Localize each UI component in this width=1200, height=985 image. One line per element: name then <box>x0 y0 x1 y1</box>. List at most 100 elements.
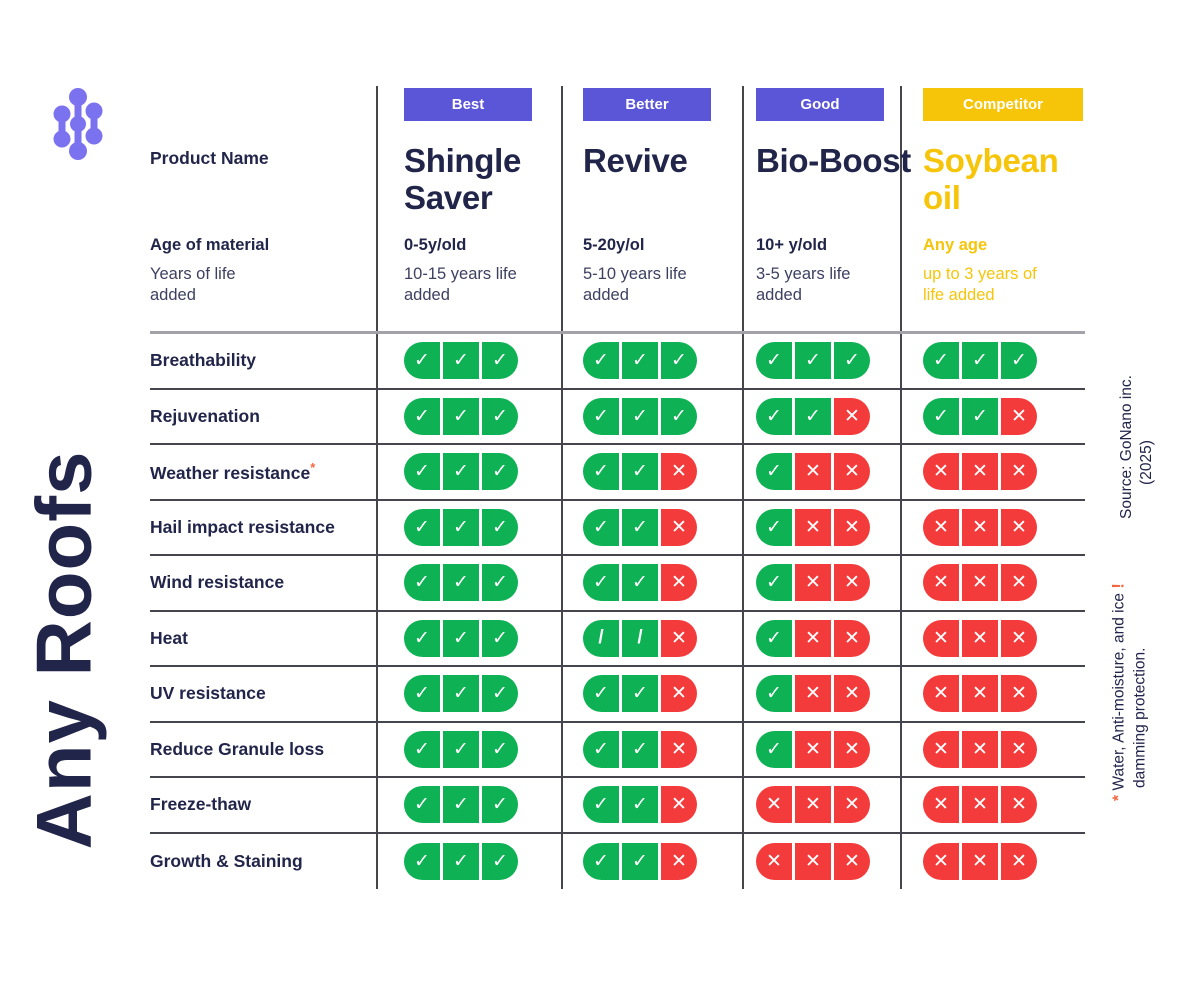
product-age: Any age <box>923 236 988 254</box>
table-cell: ✓ ✓ ✓ <box>376 453 561 491</box>
check-mark-icon: ✓ <box>923 342 959 380</box>
molecule-logo-icon <box>52 87 106 172</box>
column-divider <box>742 86 744 889</box>
row-label: Breathability <box>150 350 256 371</box>
check-mark-icon: ✓ <box>482 453 518 491</box>
x-mark-icon: ✕ <box>661 786 697 824</box>
table-cell: ✓ ✓ ✓ <box>376 508 561 546</box>
x-mark-icon: ✕ <box>923 564 959 602</box>
check-mark-icon: ✓ <box>443 730 479 768</box>
product-name: Revive <box>583 142 688 179</box>
x-mark-icon: ✕ <box>795 564 831 602</box>
rating-pills: ✕ ✕ ✕ <box>923 619 1085 657</box>
row-label: Hail impact resistance <box>150 516 335 537</box>
source-note: Source: GoNano inc. (2025) <box>1117 375 1157 519</box>
x-mark-icon: ✕ <box>923 453 959 491</box>
check-mark-icon: ✓ <box>622 397 658 435</box>
table-row: Rejuvenation ✓ ✓ ✓ ✓ ✓ ✓ ✓ ✓ ✕ ✓ ✓ ✕ <box>150 390 1085 445</box>
check-mark-icon: ✓ <box>756 342 792 380</box>
table-row: Heat ✓ ✓ ✓ / / ✕ ✓ ✕ ✕ ✕ ✕ ✕ <box>150 612 1085 667</box>
x-mark-icon: ✕ <box>661 842 697 880</box>
x-mark-icon: ✕ <box>795 619 831 657</box>
x-mark-icon: ✕ <box>1001 786 1037 824</box>
table-cell: ✓ ✓ ✓ <box>376 730 561 768</box>
rating-pills: ✕ ✕ ✕ <box>923 453 1085 491</box>
table-cell: ✓ ✓ ✕ <box>561 675 742 713</box>
product-name: Shingle Saver <box>404 142 522 216</box>
check-mark-icon: ✓ <box>962 342 998 380</box>
table-cell: ✓ ✓ ✕ <box>900 397 1085 435</box>
rating-pills: ✓ ✓ ✕ <box>583 453 742 491</box>
check-mark-icon: ✓ <box>661 397 697 435</box>
x-mark-icon: ✕ <box>795 842 831 880</box>
product-name-label: Product Name <box>150 148 269 168</box>
product-life-added: up to 3 years of life added <box>923 265 1037 304</box>
table-cell: ✕ ✕ ✕ <box>900 786 1085 824</box>
table-cell: ✓ ✓ ✓ <box>376 564 561 602</box>
check-mark-icon: ✓ <box>756 397 792 435</box>
table-cell: ✕ ✕ ✕ <box>900 730 1085 768</box>
check-mark-icon: ✓ <box>482 342 518 380</box>
x-mark-icon: ✕ <box>962 564 998 602</box>
check-mark-icon: ✓ <box>482 675 518 713</box>
x-mark-icon: ✕ <box>1001 619 1037 657</box>
product-life-added: 3-5 years life added <box>756 265 851 304</box>
check-mark-icon: ✓ <box>622 786 658 824</box>
table-cell: / / ✕ <box>561 619 742 657</box>
header-divider <box>150 331 1085 334</box>
rating-pills: ✓ ✓ ✓ <box>404 675 561 713</box>
check-mark-icon: ✓ <box>756 730 792 768</box>
x-mark-icon: ✕ <box>756 842 792 880</box>
x-mark-icon: ✕ <box>834 397 870 435</box>
table-cell: ✕ ✕ ✕ <box>742 842 900 880</box>
column-divider <box>561 86 563 889</box>
table-cell: ✓ ✓ ✓ <box>561 342 742 380</box>
check-mark-icon: ✓ <box>583 397 619 435</box>
age-of-material-label: Age of material <box>150 236 270 254</box>
table-cell: ✓ ✓ ✓ <box>376 342 561 380</box>
rating-pills: ✓ ✓ ✓ <box>923 342 1085 380</box>
column-divider <box>900 86 902 889</box>
rating-pills: ✕ ✕ ✕ <box>923 730 1085 768</box>
x-mark-icon: ✕ <box>1001 730 1037 768</box>
check-mark-icon: ✓ <box>404 730 440 768</box>
rating-pills: ✓ ✓ ✓ <box>583 397 742 435</box>
check-mark-icon: ✓ <box>404 453 440 491</box>
check-mark-icon: ✓ <box>756 564 792 602</box>
x-mark-icon: ✕ <box>962 730 998 768</box>
table-row: Weather resistance* ✓ ✓ ✓ ✓ ✓ ✕ ✓ ✕ ✕ ✕ ✕ ✕ <box>150 445 1085 501</box>
table-cell: ✓ ✓ ✓ <box>376 619 561 657</box>
x-mark-icon: ✕ <box>834 786 870 824</box>
check-mark-icon: ✓ <box>622 508 658 546</box>
rating-pills: ✓ ✓ ✓ <box>404 564 561 602</box>
asterisk-icon: * <box>1110 794 1128 801</box>
x-mark-icon: ✕ <box>962 453 998 491</box>
footnote-text: Water, Anti-moisture, and ice <box>1110 593 1128 791</box>
check-mark-icon: ✓ <box>404 397 440 435</box>
check-mark-icon: ✓ <box>482 619 518 657</box>
x-mark-icon: ✕ <box>923 619 959 657</box>
table-row: Growth & Staining ✓ ✓ ✓ ✓ ✓ ✕ ✕ ✕ ✕ ✕ ✕ ✕ <box>150 834 1085 890</box>
x-mark-icon: ✕ <box>923 730 959 768</box>
x-mark-icon: ✕ <box>962 786 998 824</box>
rating-pills: ✓ ✓ ✕ <box>583 564 742 602</box>
check-mark-icon: ✓ <box>583 786 619 824</box>
rating-pills: ✕ ✕ ✕ <box>756 842 900 880</box>
check-mark-icon: ✓ <box>583 675 619 713</box>
x-mark-icon: ✕ <box>1001 564 1037 602</box>
row-label: Heat <box>150 627 188 648</box>
check-mark-icon: ✓ <box>622 842 658 880</box>
product-life-added: 5-10 years life added <box>583 265 687 304</box>
slash-mark-icon: / <box>583 619 619 657</box>
product-column-revive: Better Revive 5-20y/ol 5-10 years life a… <box>561 86 742 333</box>
asterisk-footnote: * Water, Anti-moisture, and ice ! dammin… <box>1108 583 1151 801</box>
check-mark-icon: ✓ <box>443 397 479 435</box>
row-label: Rejuvenation <box>150 405 260 426</box>
table-cell: ✕ ✕ ✕ <box>742 786 900 824</box>
source-line: Source: GoNano inc. <box>1118 375 1135 519</box>
x-mark-icon: ✕ <box>962 675 998 713</box>
table-header: Product Name Age of material Years of li… <box>150 86 1085 333</box>
check-mark-icon: ✓ <box>404 508 440 546</box>
years-of-life-label: Years of life added <box>150 265 236 304</box>
check-mark-icon: ✓ <box>661 342 697 380</box>
